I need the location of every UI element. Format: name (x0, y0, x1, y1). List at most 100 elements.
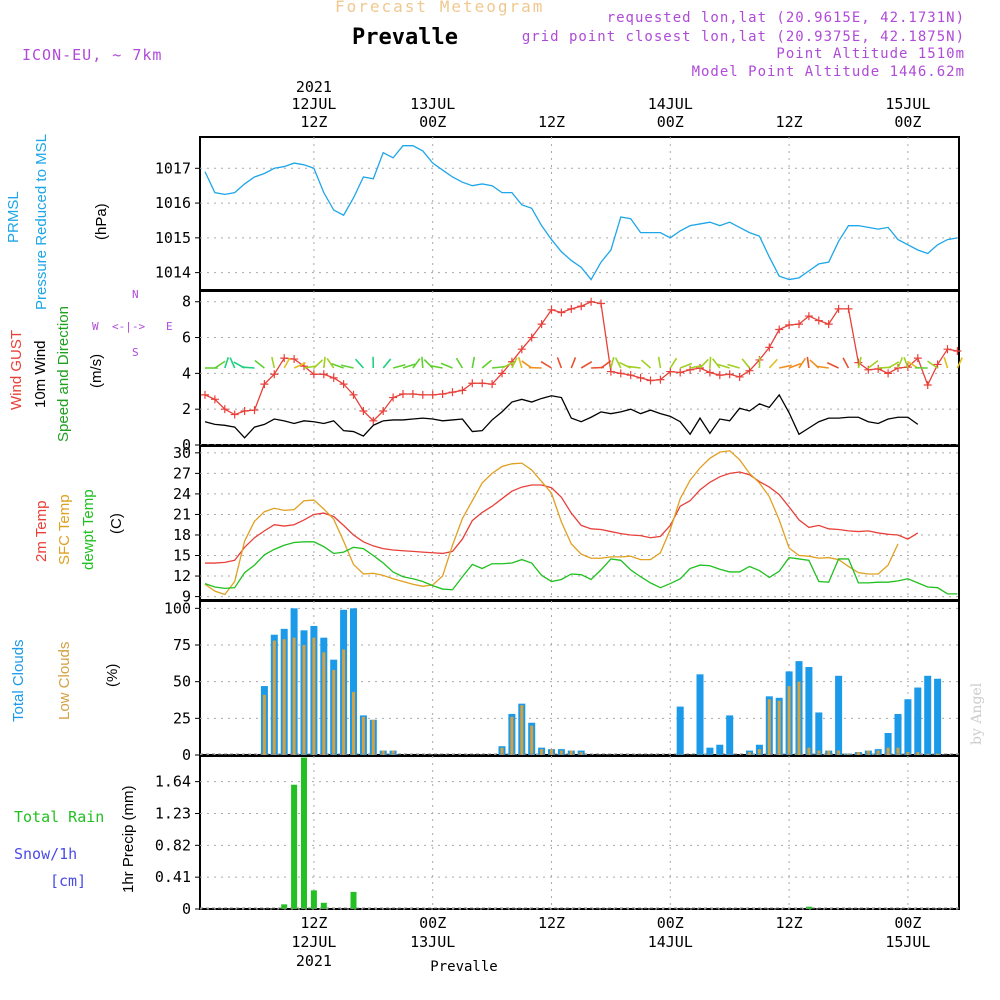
y-tick-label: 21 (173, 505, 191, 523)
gust-marker (428, 390, 437, 399)
wind-arrow (927, 360, 939, 369)
low-clouds-bar (510, 716, 514, 755)
gust-marker (676, 368, 685, 377)
bottom-hour-label: 12Z (776, 914, 803, 932)
bottom-day-label: 13JUL (410, 933, 455, 951)
y-tick-label: 1017 (155, 159, 191, 177)
gust-marker (270, 370, 279, 379)
gust-marker (616, 369, 625, 378)
top-day-label: 13JUL (410, 95, 455, 113)
y-tick-label: 0 (182, 746, 191, 764)
wind-arrow (815, 365, 829, 369)
y-tick-label: 75 (173, 636, 191, 654)
wind-arrow (241, 366, 255, 369)
low-clouds-bar (391, 750, 395, 755)
wind-arrow (540, 360, 552, 369)
total-clouds-bar (805, 667, 813, 755)
total-clouds-bar (676, 706, 684, 755)
gust-marker (389, 393, 398, 402)
low-clouds-bar (817, 750, 821, 755)
wind-arrow (842, 357, 850, 369)
gust-marker (626, 371, 635, 380)
low-clouds-bar (302, 645, 306, 755)
wind-arrow (570, 357, 577, 369)
wind-arrow (229, 357, 236, 369)
wind-arrow (313, 359, 324, 369)
gust-marker (775, 325, 784, 334)
gust-marker (953, 346, 962, 355)
gust-marker (290, 355, 299, 364)
gust-marker (240, 406, 249, 415)
gust-marker (686, 365, 695, 374)
wind-arrow (897, 357, 904, 369)
low-clouds-bar (569, 750, 573, 755)
gust-marker (488, 380, 497, 389)
wind-arrow (354, 358, 364, 369)
top-day-label: 12JUL (291, 95, 336, 113)
total-rain-bar (281, 904, 288, 909)
y-tick-label: 25 (173, 709, 191, 727)
wind-arrow (903, 357, 909, 369)
wind-arrow (907, 360, 919, 369)
wind-arrow (788, 362, 802, 369)
gust-marker (814, 316, 823, 325)
gust-marker (587, 297, 596, 306)
gust-marker (597, 299, 605, 308)
gust-marker (418, 390, 427, 399)
y-tick-label: 1.23 (155, 804, 191, 822)
gust-marker (448, 388, 457, 397)
total-rain-bar (350, 891, 357, 909)
total-rain-bar (310, 890, 317, 909)
bottom-footer-label: Prevalle (430, 959, 497, 975)
dewpt-temp-line (204, 541, 958, 595)
total-clouds-bar (914, 687, 922, 755)
gust-marker (547, 305, 556, 314)
wind-arrow (727, 363, 740, 369)
wind-arrow (214, 360, 226, 369)
wind-arrow (679, 362, 693, 369)
wind-arrow (580, 361, 593, 369)
wind-arrow (455, 357, 464, 369)
wind-arrow (657, 356, 662, 369)
wind-arrow (331, 363, 344, 369)
total-rain-bar (301, 757, 307, 909)
wind-arrow (887, 361, 900, 369)
wind-arrow (412, 358, 421, 369)
low-clouds-bar (520, 705, 524, 755)
wind-arrow (511, 357, 518, 369)
wind-arrow (323, 356, 326, 369)
total-clouds-bar (835, 675, 843, 755)
low-clouds-bar (352, 691, 355, 755)
gust-marker (606, 367, 615, 376)
bottom-hour-label: 12Z (538, 914, 565, 932)
top-hour-label: 12Z (300, 113, 327, 131)
wind-arrow (614, 357, 622, 369)
wind-arrow (709, 356, 712, 369)
wind-arrow (867, 360, 879, 369)
gust-marker (844, 304, 853, 313)
gust-marker (824, 320, 833, 329)
grid-point-coords: grid point closest lon,lat (20.9375E, 42… (521, 29, 965, 45)
gust-marker (309, 370, 318, 379)
low-clouds-bar (282, 639, 286, 755)
y-tick-label: 50 (173, 673, 191, 691)
gust-marker (656, 375, 665, 384)
gust-marker (715, 371, 724, 380)
wind-arrow (669, 357, 678, 369)
wind-arrow (254, 359, 265, 369)
low-clouds-bar (540, 749, 544, 755)
wind-arrow (779, 364, 792, 369)
wind-arrow (610, 356, 615, 369)
y-tick-label: 1.64 (155, 773, 191, 791)
bottom-day-label: 15JUL (885, 933, 930, 951)
low-clouds-bar (579, 752, 583, 755)
point-altitude: Point Altitude 1510m (776, 46, 965, 62)
low-clouds-bar (856, 752, 860, 755)
wind-arrow (340, 364, 354, 369)
low-clouds-bar (559, 750, 563, 755)
total-clouds-bar (350, 608, 357, 755)
total-clouds-bar (894, 713, 902, 755)
compass: N W <-|-> E S (88, 288, 188, 363)
gust-marker (567, 304, 576, 313)
